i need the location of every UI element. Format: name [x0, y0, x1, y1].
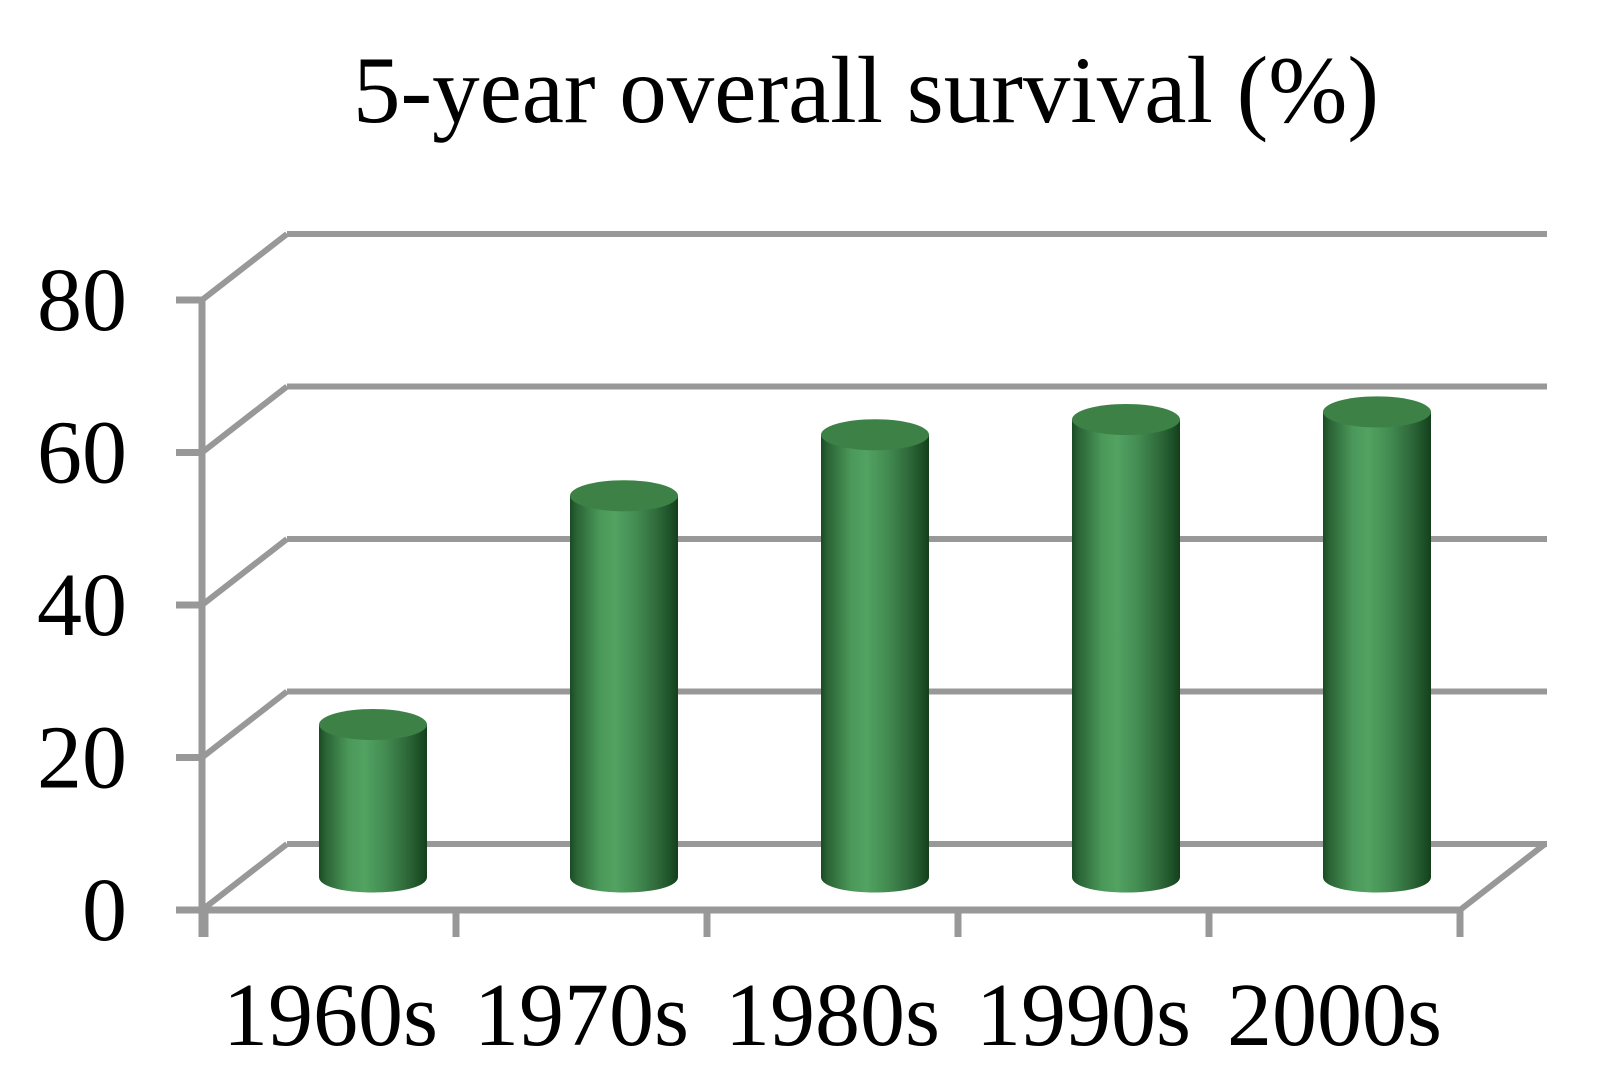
bar-1960s — [319, 709, 427, 893]
bar-top-face — [821, 419, 929, 451]
bar-1970s — [570, 480, 678, 893]
x-category-label-1990s: 1990s — [976, 966, 1191, 1065]
y-tick-label-0: 0 — [82, 861, 127, 960]
x-category-label-2000s: 2000s — [1227, 966, 1442, 1065]
bar-top-face — [570, 480, 678, 512]
bars — [319, 396, 1431, 893]
bar-top-face — [1323, 396, 1431, 428]
bar-body — [1323, 411, 1431, 893]
bar-2000s — [1323, 396, 1431, 893]
y-axis-labels: 0 20 40 60 80 — [37, 251, 127, 960]
x-axis-labels: 1960s 1970s 1980s 1990s 2000s — [223, 966, 1442, 1065]
gridline-60 — [200, 383, 1547, 455]
gridline-80 — [200, 231, 1547, 303]
x-category-label-1960s: 1960s — [223, 966, 438, 1065]
bar-1990s — [1072, 404, 1180, 893]
axes — [176, 296, 1464, 937]
bar-body — [821, 434, 929, 893]
x-category-label-1980s: 1980s — [725, 966, 940, 1065]
y-tick-label-80: 80 — [37, 251, 127, 350]
y-tick-label-40: 40 — [37, 556, 127, 655]
bar-body — [1072, 419, 1180, 893]
y-tick-label-20: 20 — [37, 709, 127, 808]
bar-top-face — [1072, 404, 1180, 435]
bar-1980s — [821, 419, 929, 893]
x-category-label-1970s: 1970s — [474, 966, 689, 1065]
y-tick-label-60: 60 — [37, 404, 127, 503]
floor-right-edge — [1458, 841, 1547, 913]
bar-body — [319, 724, 427, 893]
bar-top-face — [319, 709, 427, 740]
bar-body — [570, 495, 678, 893]
chart-title: 5-year overall survival (%) — [353, 37, 1379, 143]
